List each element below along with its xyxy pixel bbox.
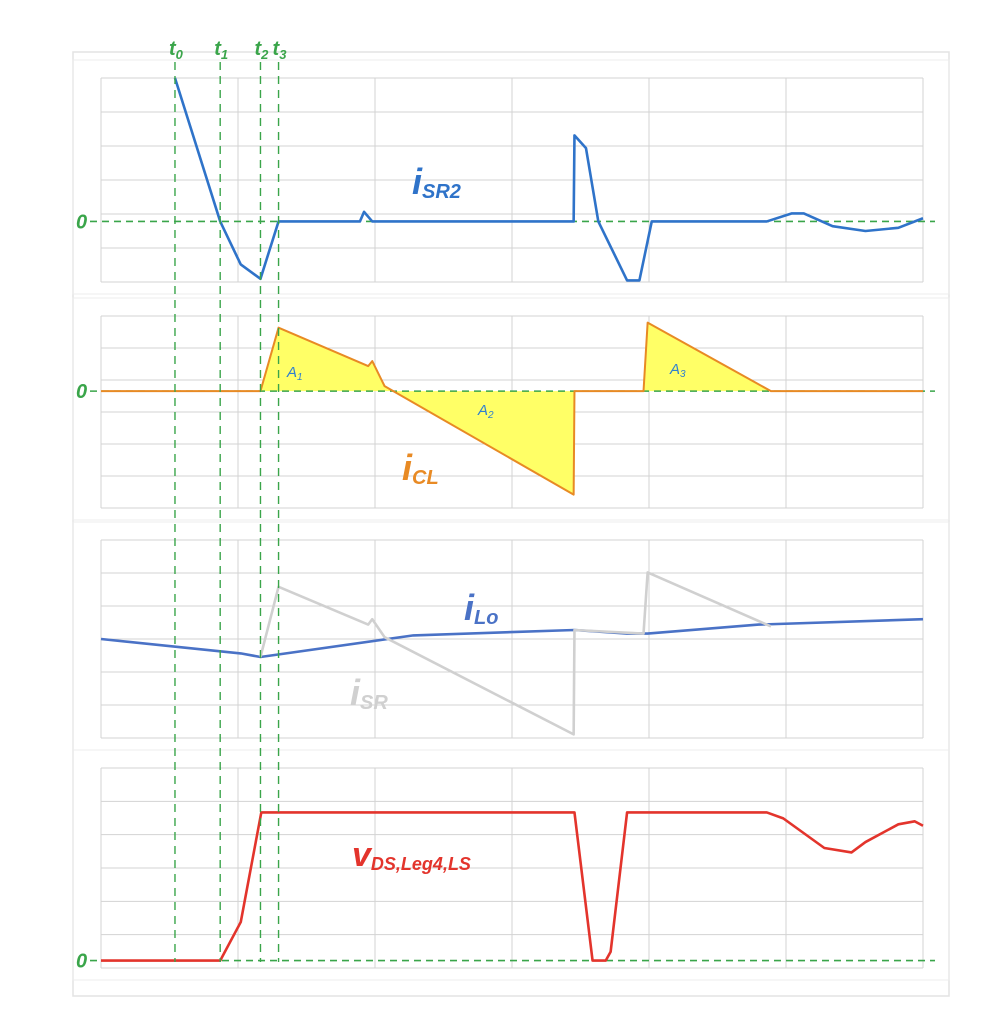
panel-isr2 bbox=[72, 59, 950, 295]
panel-ilo bbox=[72, 521, 950, 751]
series-line-isr2-0 bbox=[173, 77, 924, 282]
series-line-icl-0 bbox=[101, 321, 923, 496]
series-label-icl-0: iCL bbox=[402, 447, 439, 489]
panel-vds bbox=[72, 749, 950, 981]
series-line-vds-0 bbox=[101, 811, 924, 962]
series-label-ilo-1: iSR bbox=[350, 672, 388, 714]
area-label-3: A3 bbox=[669, 361, 686, 380]
series-line-ilo-1 bbox=[259, 571, 772, 736]
series-label-isr2-0: iSR2 bbox=[412, 161, 461, 203]
area-label-1: A1 bbox=[286, 364, 303, 383]
time-marker-label-1: t1 bbox=[214, 38, 228, 62]
chart-labels: 0 iSR2 0 iCL A1 A2 A3 iLo iSR 0 vDS,Leg4,LS t0 t1 t2 t… bbox=[76, 38, 686, 973]
zero-label-vds: 0 bbox=[76, 951, 87, 973]
chart-panels bbox=[72, 59, 950, 981]
time-marker-label-2: t2 bbox=[254, 38, 269, 62]
panel-icl bbox=[72, 297, 950, 521]
time-marker-label-0: t0 bbox=[169, 38, 184, 62]
panel-frame bbox=[72, 59, 950, 295]
chart-frame bbox=[72, 51, 950, 997]
outer-border bbox=[72, 51, 950, 997]
panel-frame bbox=[72, 749, 950, 981]
series-label-vds-0: vDS,Leg4,LS bbox=[352, 836, 471, 874]
series-area-icl bbox=[101, 322, 923, 495]
panel-frame bbox=[72, 297, 950, 521]
panel-frame bbox=[72, 521, 950, 751]
zero-label-icl: 0 bbox=[76, 381, 87, 403]
time-marker-label-3: t3 bbox=[273, 38, 288, 62]
series-label-ilo-0: iLo bbox=[464, 587, 498, 629]
area-label-2: A2 bbox=[477, 402, 494, 421]
zero-label-isr2: 0 bbox=[76, 211, 87, 233]
time-markers bbox=[174, 62, 280, 962]
